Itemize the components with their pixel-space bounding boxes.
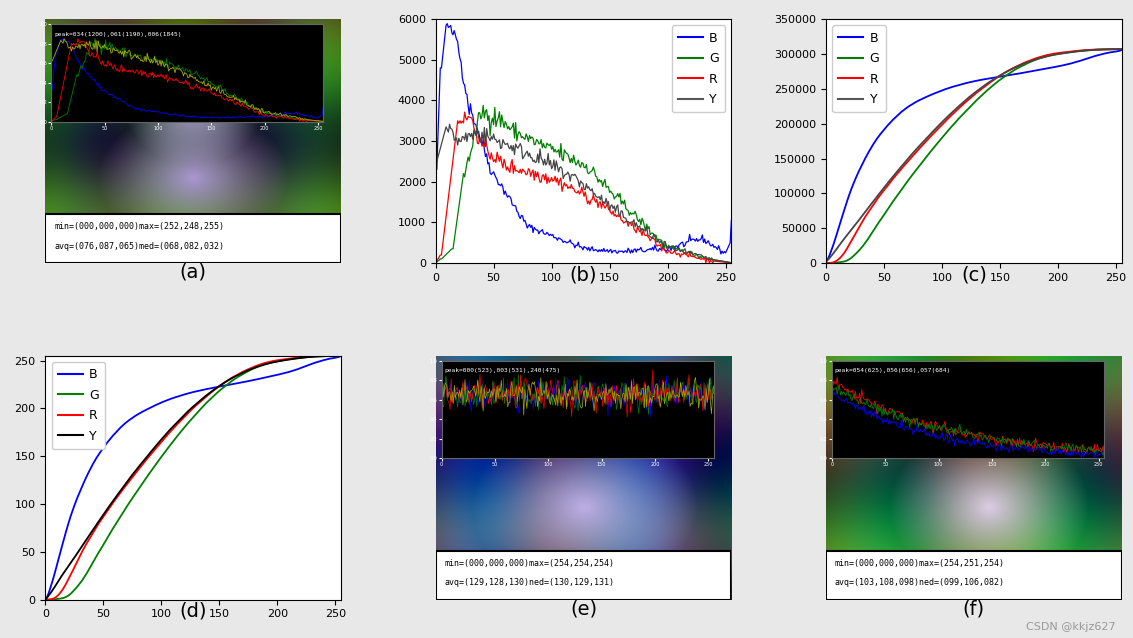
Text: (b): (b) <box>570 265 597 284</box>
Text: min=(000,000,000)max=(254,251,254): min=(000,000,000)max=(254,251,254) <box>835 559 1005 568</box>
Text: (e): (e) <box>570 599 597 618</box>
Text: avq=(129,128,130)ned=(130,129,131): avq=(129,128,130)ned=(130,129,131) <box>444 578 614 587</box>
Text: min=(000,000,000)max=(252,248,255): min=(000,000,000)max=(252,248,255) <box>54 222 224 231</box>
Bar <box>45 214 341 263</box>
Text: (f): (f) <box>963 599 985 618</box>
Legend: B, G, R, Y: B, G, R, Y <box>52 362 105 449</box>
Bar <box>436 551 731 600</box>
Legend: B, G, R, Y: B, G, R, Y <box>833 26 886 112</box>
Text: (d): (d) <box>179 602 207 621</box>
Text: (c): (c) <box>961 265 987 284</box>
Text: avq=(076,087,065)med=(068,082,032): avq=(076,087,065)med=(068,082,032) <box>54 242 224 251</box>
Bar <box>826 551 1122 600</box>
Legend: B, G, R, Y: B, G, R, Y <box>672 26 725 112</box>
Text: (a): (a) <box>180 263 206 282</box>
Text: CSDN @kkjz627: CSDN @kkjz627 <box>1026 621 1116 632</box>
Text: min=(000,000,000)max=(254,254,254): min=(000,000,000)max=(254,254,254) <box>444 559 614 568</box>
Text: avq=(103,108,098)ned=(099,106,082): avq=(103,108,098)ned=(099,106,082) <box>835 578 1005 587</box>
